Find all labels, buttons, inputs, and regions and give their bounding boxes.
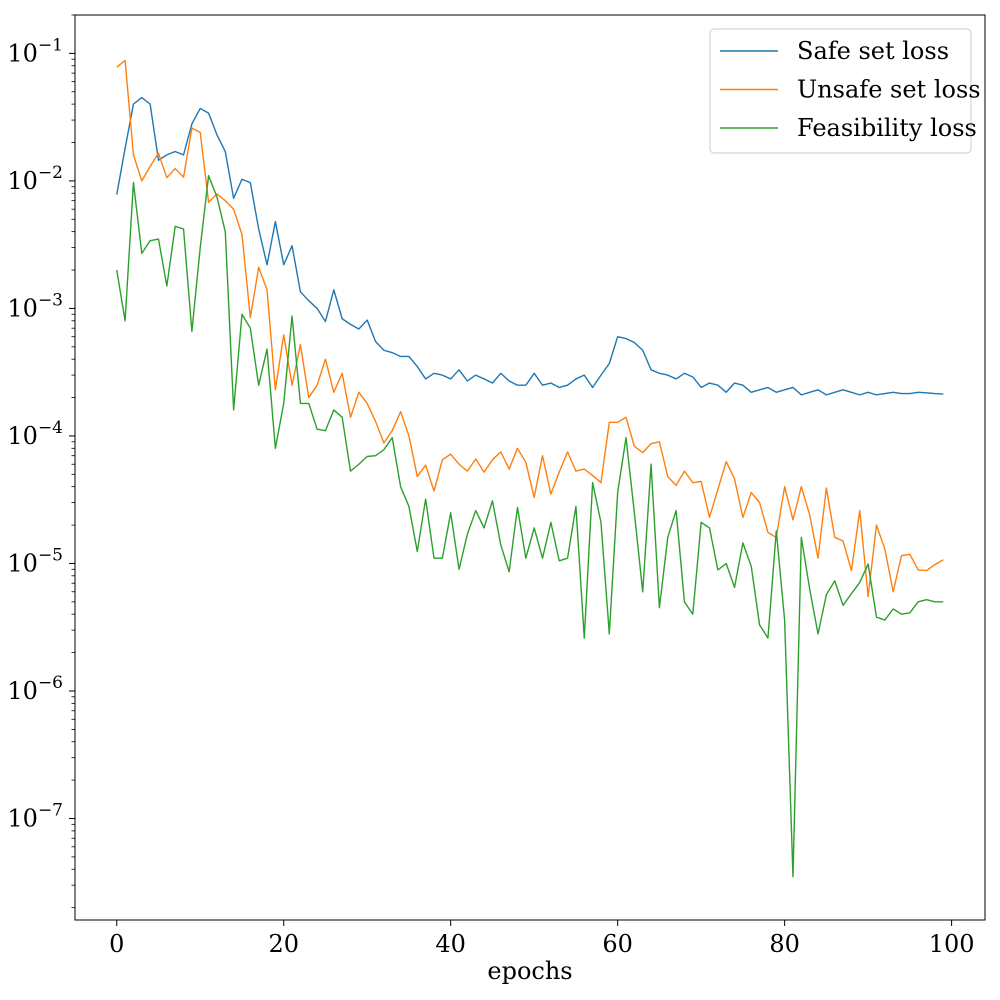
y-tick-label-0: 10−7 <box>7 801 63 833</box>
series-line-1 <box>116 59 944 598</box>
legend-label-2: Feasibility loss <box>797 114 977 142</box>
legend-label-0: Safe set loss <box>797 37 949 65</box>
x-tick-label-2: 40 <box>435 930 466 958</box>
x-tick-label-4: 80 <box>769 930 800 958</box>
y-tick-label-4: 10−3 <box>7 290 63 322</box>
x-tick-label-3: 60 <box>602 930 633 958</box>
x-tick-label-5: 100 <box>929 930 975 958</box>
x-tick-label-0: 0 <box>109 930 124 958</box>
legend: Safe set loss Unsafe set loss Feasibility … <box>709 28 981 154</box>
x-axis-label: epochs <box>487 957 572 985</box>
y-tick-label-3: 10−4 <box>7 418 63 450</box>
series-line-2 <box>116 174 944 878</box>
y-tick-label-6: 10−1 <box>7 35 63 67</box>
y-tick-label-2: 10−5 <box>7 545 63 577</box>
series-line-0 <box>116 96 944 396</box>
plot-frame <box>74 14 986 921</box>
legend-box <box>709 28 972 154</box>
y-tick-label-5: 10−2 <box>7 163 63 195</box>
x-tick-label-1: 20 <box>268 930 299 958</box>
series-layer <box>116 59 944 878</box>
y-axis: 10−7 10−6 10−5 10−4 10−3 10−2 10−1 <box>7 14 75 909</box>
legend-label-1: Unsafe set loss <box>797 76 981 104</box>
y-tick-label-1: 10−6 <box>7 673 63 705</box>
x-axis: 0 20 40 60 80 100 <box>109 920 975 958</box>
